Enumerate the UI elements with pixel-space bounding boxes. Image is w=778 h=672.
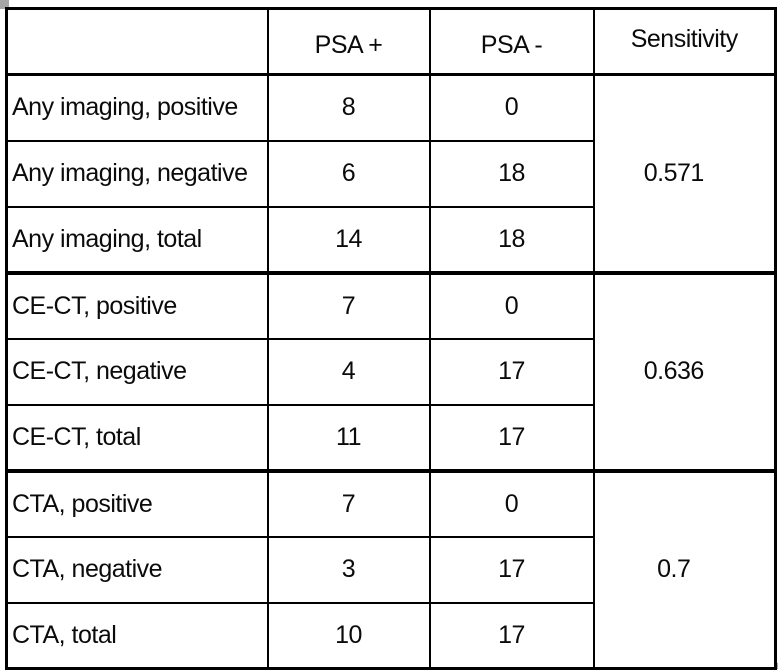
- psa-plus-cell: 7: [266, 468, 431, 538]
- psa-minus-header: PSA -: [428, 7, 595, 76]
- table-row: Any imaging, positive 8 0 0.571: [5, 73, 777, 274]
- psa-plus-cell: 6: [266, 139, 431, 208]
- row-label-cell: CTA, positive: [5, 468, 269, 538]
- resize-handle-top-left-icon[interactable]: [0, 0, 9, 9]
- row-label-cell: CE-CT, positive: [5, 270, 269, 340]
- psa-plus-cell: 10: [266, 601, 431, 670]
- row-label-cell: CE-CT, total: [5, 403, 269, 472]
- sensitivity-table: PSA + PSA - Sensitivity Any imaging, pos…: [5, 7, 777, 670]
- sensitivity-header: Sensitivity: [592, 7, 777, 76]
- table-row: CTA, total 10 17: [5, 601, 776, 670]
- corner-cell: [5, 7, 269, 76]
- psa-minus-cell: 17: [428, 535, 595, 604]
- psa-plus-cell: 7: [266, 270, 431, 340]
- psa-plus-cell: 11: [266, 403, 431, 472]
- row-label-cell: Any imaging, total: [5, 205, 269, 274]
- table-row: CE-CT, total 11 17: [5, 403, 776, 472]
- row-label-cell: Any imaging, positive: [5, 73, 269, 142]
- row-label-cell: CTA, total: [5, 601, 269, 670]
- psa-plus-cell: 4: [266, 337, 431, 406]
- psa-plus-cell: 3: [266, 535, 431, 604]
- psa-minus-cell: 18: [428, 205, 595, 274]
- psa-minus-cell: 0: [428, 468, 595, 538]
- psa-minus-cell: 17: [428, 337, 595, 406]
- psa-minus-cell: 17: [428, 403, 595, 472]
- table-row: CTA, negative 3 17: [5, 535, 776, 604]
- row-label-cell: Any imaging, negative: [5, 139, 269, 208]
- table-row: Any imaging, negative 6 18: [5, 139, 776, 208]
- sensitivity-value-cell: 0.571: [592, 73, 777, 274]
- table-row: CE-CT, negative 4 17: [5, 337, 776, 406]
- row-label-cell: CTA, negative: [5, 535, 269, 604]
- psa-plus-cell: 8: [266, 73, 431, 142]
- table-row: Any imaging, total 14 18: [5, 205, 776, 274]
- psa-minus-cell: 0: [428, 73, 595, 142]
- psa-plus-header: PSA +: [266, 7, 431, 76]
- header-row: PSA + PSA - Sensitivity: [5, 7, 777, 76]
- row-label-cell: CE-CT, negative: [5, 337, 269, 406]
- psa-minus-cell: 18: [428, 139, 595, 208]
- sensitivity-value-cell: 0.636: [592, 270, 777, 472]
- sensitivity-value-cell: 0.7: [592, 468, 777, 670]
- table-row: CTA, positive 7 0 0.7: [5, 468, 777, 670]
- psa-minus-cell: 0: [428, 270, 595, 340]
- psa-minus-cell: 17: [428, 601, 595, 670]
- psa-plus-cell: 14: [266, 205, 431, 274]
- table-row: CE-CT, positive 7 0 0.636: [5, 270, 777, 472]
